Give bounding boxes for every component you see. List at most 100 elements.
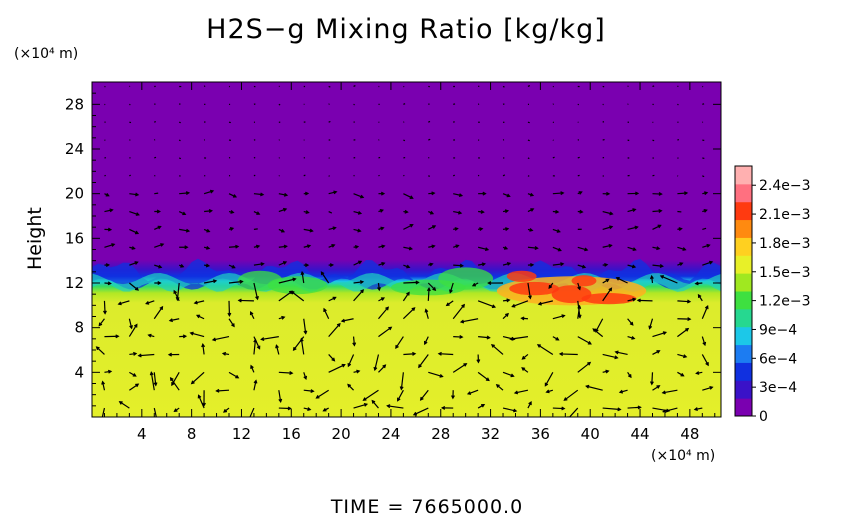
wind-vector-head bbox=[202, 402, 206, 407]
wind-vector bbox=[403, 193, 413, 199]
wind-vector-head bbox=[98, 322, 103, 327]
wind-vector-head bbox=[606, 191, 611, 196]
wind-vector-head bbox=[637, 405, 642, 410]
wind-vector-head bbox=[354, 244, 360, 249]
x-tick-label: 32 bbox=[481, 425, 500, 443]
wind-vector bbox=[129, 174, 131, 177]
wind-vector bbox=[403, 103, 406, 105]
wind-vector-head bbox=[703, 209, 708, 213]
wind-vector bbox=[104, 209, 113, 213]
x-unit-label: (×10⁴ m) bbox=[651, 448, 716, 464]
wind-vector bbox=[403, 353, 416, 356]
wind-vector-head bbox=[132, 373, 137, 377]
wind-vector bbox=[446, 300, 454, 306]
wind-vector-head bbox=[577, 314, 582, 319]
wind-vector-head bbox=[381, 262, 386, 266]
wind-vector bbox=[278, 208, 287, 213]
wind-vector-head bbox=[656, 246, 661, 251]
wind-vector-head bbox=[505, 312, 509, 317]
wind-vector-head bbox=[481, 404, 486, 408]
peak-region-core bbox=[581, 293, 637, 305]
wind-vector bbox=[552, 192, 564, 195]
colorbar-label: 9e−4 bbox=[759, 322, 797, 338]
wind-vector bbox=[602, 353, 618, 359]
wind-vector-head bbox=[659, 264, 664, 268]
wind-vector-head bbox=[545, 389, 550, 394]
wind-vector bbox=[577, 246, 588, 251]
wind-vector-head bbox=[471, 282, 476, 287]
wind-vector-head bbox=[615, 277, 620, 281]
colorbar-label: 1.8e−3 bbox=[759, 236, 811, 252]
wind-vector bbox=[328, 210, 333, 214]
wind-vector bbox=[179, 228, 189, 232]
wind-vector-head bbox=[156, 209, 161, 214]
wind-vector bbox=[323, 308, 330, 319]
wind-vector-head bbox=[380, 226, 385, 231]
wind-vector-head bbox=[632, 208, 637, 212]
x-tick-label: 4 bbox=[137, 425, 147, 443]
wind-vector-head bbox=[221, 351, 227, 356]
wind-vector-head bbox=[256, 345, 261, 350]
wind-vector bbox=[196, 314, 205, 320]
wind-vector-head bbox=[358, 260, 363, 265]
wind-vector bbox=[467, 389, 479, 395]
colorbar-label: 1.5e−3 bbox=[759, 265, 811, 281]
wind-vector-head bbox=[411, 307, 416, 311]
wind-vector-head bbox=[371, 399, 376, 404]
wind-vector bbox=[537, 344, 554, 355]
wind-vector-head bbox=[306, 244, 312, 249]
wind-vector bbox=[154, 121, 156, 123]
wind-vector-head bbox=[635, 191, 640, 196]
wind-vector bbox=[577, 362, 591, 373]
wind-vector-head bbox=[255, 244, 261, 249]
wind-vector-head bbox=[253, 379, 258, 384]
wind-vector-head bbox=[173, 289, 178, 294]
wind-vector-head bbox=[659, 275, 664, 279]
wind-vector bbox=[627, 208, 636, 213]
wind-vector-head bbox=[505, 227, 510, 231]
wind-vector-head bbox=[230, 210, 235, 214]
wind-vector bbox=[527, 246, 538, 249]
wind-vector-head bbox=[439, 374, 444, 378]
wind-vector bbox=[178, 157, 182, 160]
wind-vector bbox=[328, 85, 331, 88]
wind-vector bbox=[150, 372, 155, 391]
wind-vector-head bbox=[528, 295, 532, 300]
wind-vector-head bbox=[260, 262, 265, 267]
y-tick-label: 28 bbox=[65, 95, 84, 113]
wind-vector-head bbox=[704, 305, 709, 310]
wind-vector-head bbox=[656, 350, 661, 354]
x-tick-label: 44 bbox=[630, 425, 649, 443]
wind-vector bbox=[527, 157, 530, 160]
wind-vector bbox=[300, 338, 305, 355]
wind-vector-head bbox=[454, 227, 459, 231]
wind-vector-head bbox=[373, 366, 378, 372]
wind-vector bbox=[378, 306, 389, 320]
wind-vector bbox=[278, 371, 293, 374]
wind-vector-head bbox=[451, 395, 455, 400]
wind-vector bbox=[477, 246, 489, 251]
wind-vector bbox=[602, 121, 605, 123]
wind-vector-head bbox=[528, 401, 532, 406]
wind-vector-head bbox=[680, 372, 685, 377]
wind-vector bbox=[129, 193, 139, 196]
wind-vector bbox=[627, 406, 641, 409]
wind-vector bbox=[552, 156, 555, 159]
x-tick-label: 28 bbox=[431, 425, 450, 443]
wind-vector-head bbox=[706, 243, 711, 248]
wind-vector-head bbox=[222, 408, 228, 413]
wind-vector bbox=[552, 263, 564, 266]
wind-vector bbox=[101, 407, 106, 417]
wind-vector-head bbox=[461, 303, 465, 308]
wind-vector bbox=[316, 389, 329, 399]
wind-vector-head bbox=[506, 193, 511, 198]
wind-vector bbox=[663, 407, 678, 413]
wind-vector bbox=[102, 381, 106, 391]
wind-vector-head bbox=[424, 308, 429, 313]
wind-vector-head bbox=[168, 318, 173, 323]
wind-vector-head bbox=[107, 281, 112, 286]
wind-vector bbox=[204, 210, 212, 213]
wind-vector-head bbox=[632, 247, 637, 251]
colorbar-label: 0 bbox=[759, 409, 768, 425]
wind-vector bbox=[301, 271, 305, 284]
